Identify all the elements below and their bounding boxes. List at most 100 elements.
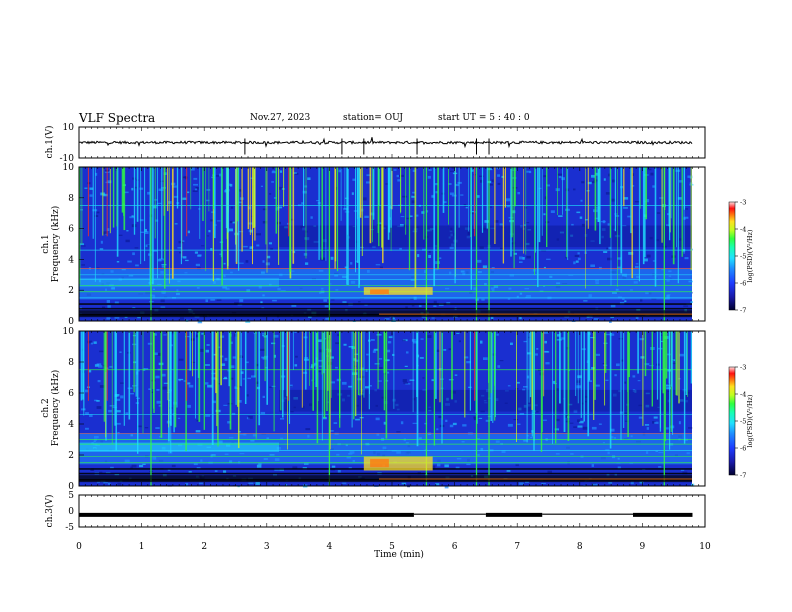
spectrogram-speckle [245,260,249,263]
time-axis-tick-label: 9 [640,542,646,552]
spectrogram-speckle [354,353,359,355]
spectrogram-speckle [206,344,210,346]
time-axis-tick-label: 0 [76,542,82,552]
spectrogram-speckle [379,358,383,360]
spectrogram-speckle [185,482,189,486]
spectrogram-speckle [144,231,149,234]
spectrogram-speckle [344,266,348,268]
spectrogram-speckle [377,380,382,382]
time-axis-tick-labels: 0 1 2 3 4 5 6 7 8 9 10 [76,542,711,552]
figure-title: VLF Spectra [79,111,156,125]
spectrogram-speckle [110,466,114,469]
spectrogram-speckle [351,192,354,195]
ch1-colorbar-gradient [728,201,736,311]
spectrogram-speckle [187,230,190,234]
spectrogram-speckle [270,248,274,251]
spectrogram-speckle [238,189,242,192]
spectrogram-speckle [405,306,408,309]
spectrogram-speckle [401,482,407,485]
spectrogram-speckle [605,192,610,195]
spectrogram-speckle [457,181,462,184]
spectrogram-speckle [580,199,583,202]
spectrogram-speckle [256,244,260,247]
spectrogram-speckle [489,183,493,186]
spectrogram-speckle [107,305,111,308]
spectrogram-speckle [476,195,480,198]
spectrogram-speckle [396,431,401,433]
spectrogram-speckle [256,233,261,236]
spectrogram-speckle [519,261,523,263]
spectrogram-speckle [229,220,235,224]
spectrogram-speckle [114,167,118,169]
spectrogram-speckle [546,184,550,187]
spectrogram-speckle [123,191,129,194]
spectrogram-speckle [161,186,166,189]
spectrogram-speckle [652,421,656,424]
spectrogram-speckle [577,425,583,428]
spectrogram-speckle [592,181,597,184]
spectrogram-speckle [660,334,663,336]
spectrogram-speckle [290,411,294,413]
spectrogram-speckle [81,245,86,247]
spectrogram-speckle [187,404,191,408]
spectrogram-speckle [214,470,218,472]
spectrogram-speckle [137,425,142,428]
spectrogram-speckle [526,222,530,224]
station-label: station= OUJ [343,113,404,123]
spectrogram-speckle [220,363,226,366]
spectrogram-speckle [230,341,233,344]
spectrogram-speckle [427,175,431,179]
spectrogram-speckle [544,351,550,353]
spectrogram-speckle [153,333,157,336]
spectrogram-speckle [376,334,382,336]
spectrogram-speckle [610,428,615,432]
colorbar-tick-label: -6 [740,280,746,288]
spectrogram-speckle [185,259,189,262]
spectrogram-speckle [513,419,519,421]
spectrogram-speckle [667,213,670,216]
spectrogram-speckle [174,223,178,225]
spectrogram-speckle [335,342,340,345]
spectrogram-speckle [84,389,89,393]
spectrogram-speckle [654,421,659,424]
spectrogram-speckle [465,207,468,209]
spectrogram-speckle [96,406,102,409]
spectrogram-speckle [583,300,588,302]
spectrogram-speckle [89,194,93,197]
spectrogram-speckle [278,186,283,190]
time-axis-tick-label: 10 [699,542,711,552]
spectrogram-speckle [352,372,358,375]
spectrogram-speckle [579,216,583,219]
spectrogram-speckle [639,481,644,484]
spectrogram-speckle [365,368,368,372]
spectrogram-speckle [336,378,341,382]
spectrogram-speckle [194,251,198,254]
ch2-colorbar: -3 -4 -5 -6 -7 log(PSD)(V²/Hz) [728,364,754,480]
spectrogram-speckle [605,379,609,381]
spectrogram-speckle [576,385,582,389]
spectrogram-speckle [108,409,112,413]
spectrogram-speckle [433,305,437,307]
spectrogram-speckle [608,482,613,484]
spectrogram-speckle [245,320,251,323]
ch1-ytick-bottom: -10 [60,154,75,164]
spectrogram-speckle [594,318,599,320]
spectrogram-speckle [646,199,650,201]
spectrogram-speckle [342,482,347,484]
spectrogram-speckle [158,188,164,191]
spectrogram-speckle [576,211,581,214]
spectrogram-speckle [105,181,110,183]
spectrogram-speckle [536,348,539,350]
colorbar-tick-label: -7 [740,472,746,480]
spectrogram-speckle [260,185,263,187]
spectrogram-speckle [342,301,347,303]
spectrogram-speckle [666,224,670,226]
spectrogram-speckle [544,331,549,334]
spectrogram-speckle [210,298,215,301]
spectrogram-speckle [517,423,521,425]
spectrogram-speckle [640,356,645,359]
spectrogram-speckle [384,318,390,320]
spectrogram-speckle [374,363,380,365]
spec-ytick-label: 10 [63,163,75,173]
spectrogram-speckle [526,170,531,173]
